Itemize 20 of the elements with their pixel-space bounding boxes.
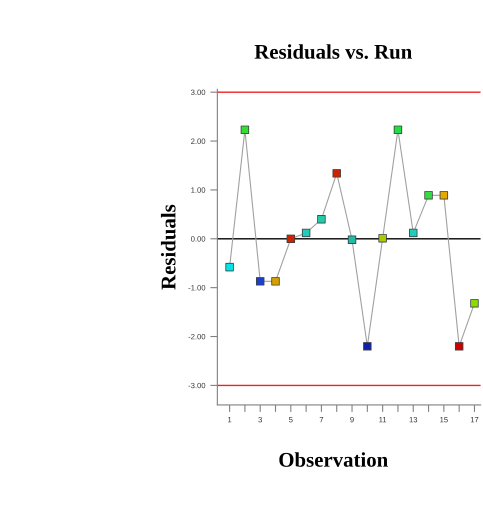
point bbox=[363, 342, 372, 351]
point bbox=[302, 228, 310, 238]
point bbox=[256, 277, 264, 286]
point bbox=[271, 277, 280, 286]
point bbox=[394, 126, 402, 134]
point bbox=[378, 234, 387, 243]
chart-title: Residuals vs. Run bbox=[254, 44, 412, 59]
point bbox=[470, 299, 479, 308]
point bbox=[424, 191, 433, 200]
point bbox=[317, 215, 326, 224]
point bbox=[440, 191, 448, 200]
point bbox=[225, 262, 234, 272]
point bbox=[286, 234, 296, 244]
point bbox=[332, 169, 341, 178]
x-axis-title: Observation bbox=[279, 452, 388, 467]
point bbox=[348, 236, 356, 244]
point bbox=[454, 342, 464, 351]
y-axis-title: Residuals bbox=[160, 204, 176, 290]
point bbox=[240, 126, 250, 134]
point bbox=[409, 228, 418, 238]
